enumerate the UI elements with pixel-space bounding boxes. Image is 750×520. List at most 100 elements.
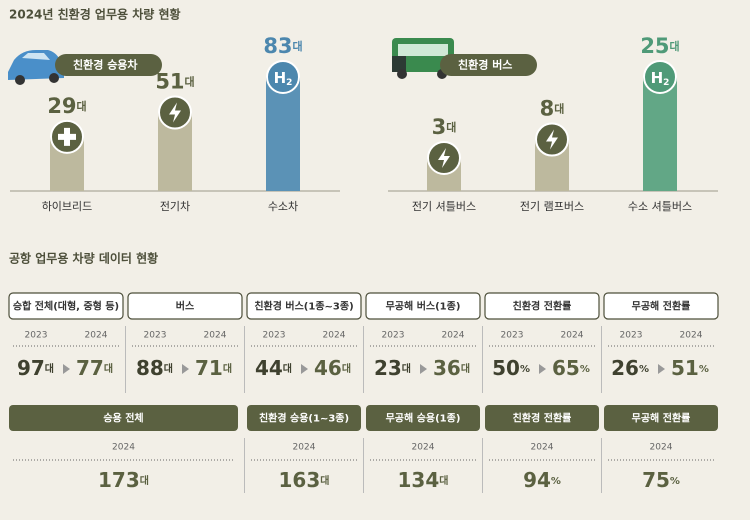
year-label: 2024 <box>293 443 316 453</box>
value-label: 83대 <box>263 34 302 58</box>
value-label: 44대 <box>255 356 292 380</box>
category-name: 수소 셔틀버스 <box>628 200 692 213</box>
value-label: 29대 <box>47 94 86 118</box>
year-label: 2024 <box>561 331 584 341</box>
year-label: 2024 <box>204 331 227 341</box>
value-label: 25대 <box>640 34 679 58</box>
section-title: 2024년 친환경 업무용 차량 현황 <box>9 7 181 22</box>
hydrogen-icon: H2 <box>651 69 670 88</box>
year-label: 2024 <box>412 443 435 453</box>
header-box <box>9 405 238 431</box>
header-box <box>247 405 361 431</box>
value-number: 77 <box>76 356 104 380</box>
header-box <box>365 292 481 320</box>
value-label: 8대 <box>540 97 565 121</box>
plus-icon <box>58 127 76 146</box>
icon-circle <box>643 60 677 94</box>
h-letter: H <box>274 69 287 87</box>
category-pill <box>440 54 537 76</box>
header-label: 무공해 버스(1종) <box>386 300 461 313</box>
value-label: 36대 <box>433 356 470 380</box>
value-label: 23대 <box>374 356 411 380</box>
header-label: 친환경 전환률 <box>513 412 572 425</box>
year-label: 2023 <box>620 331 643 341</box>
header-label: 버스 <box>176 300 194 313</box>
value-unit: % <box>520 364 530 375</box>
year-label: 2024 <box>323 331 346 341</box>
value-label: 77대 <box>76 356 113 380</box>
arrow <box>63 364 70 374</box>
header-label: 승용 전체 <box>103 412 143 425</box>
value-unit: % <box>699 364 709 375</box>
value-number: 23 <box>374 356 402 380</box>
header-label: 친환경 승용(1~3종) <box>259 412 349 425</box>
value-unit: 대 <box>185 74 195 88</box>
value-unit: 대 <box>45 362 54 375</box>
value-number: 8 <box>540 97 555 121</box>
value-unit: 대 <box>283 362 292 375</box>
value-number: 97 <box>17 356 45 380</box>
category-label: 친환경 버스 <box>458 58 512 72</box>
value-number: 75 <box>642 468 670 492</box>
value-unit: 대 <box>402 362 411 375</box>
year-label: 2023 <box>501 331 524 341</box>
category-name: 전기 셔틀버스 <box>412 200 476 213</box>
value-number: 3 <box>432 115 447 139</box>
value-unit: 대 <box>446 120 456 134</box>
value-unit: 대 <box>140 474 149 487</box>
value-number: 46 <box>314 356 342 380</box>
value-label: 94% <box>523 468 561 492</box>
bolt-icon <box>169 102 181 123</box>
value-number: 88 <box>136 356 164 380</box>
category-name: 하이브리드 <box>42 199 93 213</box>
header-label: 승합 전체(대형, 중형 등) <box>13 300 119 313</box>
header-box <box>127 292 243 320</box>
year-label: 2023 <box>263 331 286 341</box>
value-label: 88대 <box>136 356 173 380</box>
year-label: 2023 <box>382 331 405 341</box>
value-number: 94 <box>523 468 551 492</box>
year-label: 2024 <box>680 331 703 341</box>
value-unit: % <box>670 476 680 487</box>
value-unit: 대 <box>670 39 680 53</box>
value-unit: 대 <box>320 474 329 487</box>
value-label: 97대 <box>17 356 54 380</box>
bolt-icon <box>546 129 558 150</box>
value-number: 163 <box>279 468 321 492</box>
value-label: 51대 <box>155 69 194 93</box>
year-label: 2024 <box>531 443 554 453</box>
arrow <box>182 364 189 374</box>
bar <box>266 77 300 191</box>
header-label: 무공해 전환률 <box>632 300 691 313</box>
value-number: 50 <box>492 356 520 380</box>
value-unit: 대 <box>342 362 351 375</box>
year-label: 2024 <box>442 331 465 341</box>
header-box <box>246 292 362 320</box>
bus-icon <box>392 38 454 79</box>
value-unit: 대 <box>104 362 113 375</box>
header-box <box>603 292 719 320</box>
value-unit: 대 <box>461 362 470 375</box>
value-unit: 대 <box>164 362 173 375</box>
value-label: 26% <box>611 356 649 380</box>
category-name: 수소차 <box>268 200 298 213</box>
year-label: 2024 <box>85 331 108 341</box>
value-unit: 대 <box>554 102 564 116</box>
category-pill <box>55 54 162 76</box>
value-label: 71대 <box>195 356 232 380</box>
h-subscript: 2 <box>286 78 292 88</box>
value-number: 51 <box>671 356 699 380</box>
value-number: 134 <box>398 468 440 492</box>
value-number: 36 <box>433 356 461 380</box>
header-box <box>484 292 600 320</box>
bolt-icon <box>438 147 450 168</box>
arrow <box>420 364 427 374</box>
value-number: 71 <box>195 356 223 380</box>
year-label: 2023 <box>25 331 48 341</box>
value-unit: 대 <box>77 99 87 113</box>
header-label: 친환경 버스(1종~3종) <box>254 300 353 313</box>
value-unit: % <box>551 476 561 487</box>
value-number: 83 <box>263 34 292 58</box>
